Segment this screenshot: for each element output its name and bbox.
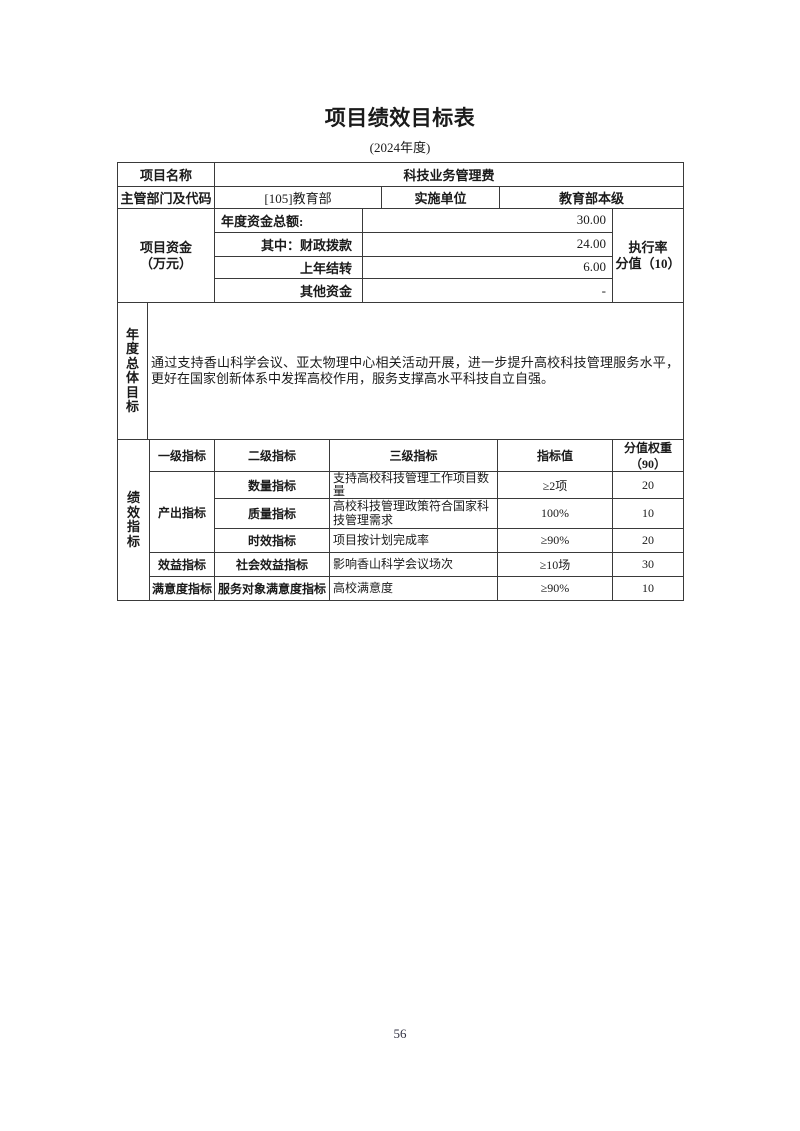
header-level2: 二级指标 [215, 440, 330, 471]
indicator-row-benefit: 效益指标 社会效益指标 影响香山科学会议场次 ≥10场 30 [150, 553, 683, 577]
performance-indicators-section: 绩效指标 一级指标 二级指标 三级指标 指标值 分值权重 （90） 产出指标 数… [118, 440, 683, 600]
timeliness-level3: 项目按计划完成率 [330, 529, 498, 552]
project-funding-label: 项目资金 （万元） [118, 209, 215, 302]
funding-row-other: 其他资金 - [215, 279, 613, 303]
indicator-row-timeliness: 时效指标 项目按计划完成率 ≥90% 20 [215, 529, 683, 552]
benefit-level1: 效益指标 [150, 553, 215, 576]
quality-level2: 质量指标 [215, 499, 330, 528]
indicator-row-quantity: 数量指标 支持高校科技管理工作项目数量 ≥2项 20 [215, 472, 683, 499]
funding-rows: 年度资金总额: 30.00 其中：财政拨款 24.00 上年结转 6.00 其他… [215, 209, 613, 303]
indicators-grid: 一级指标 二级指标 三级指标 指标值 分值权重 （90） 产出指标 数量指标 支… [150, 440, 683, 600]
timeliness-weight: 20 [642, 533, 654, 547]
page-number: 56 [393, 1026, 407, 1041]
header-value: 指标值 [498, 440, 613, 471]
funding-row-fiscal: 其中：财政拨款 24.00 [215, 232, 613, 257]
funding-other-label: 其他资金 [215, 279, 363, 303]
annual-goal-label: 年度总体目标 [118, 303, 148, 439]
funding-total-value: 30.00 [363, 209, 613, 232]
timeliness-value: ≥90% [498, 529, 613, 552]
funding-carryover-label: 上年结转 [215, 256, 363, 279]
output-group-label: 产出指标 [150, 472, 215, 552]
indicator-row-quality: 质量指标 高校科技管理政策符合国家科技管理需求 100% 10 [215, 499, 683, 529]
output-group-rows: 数量指标 支持高校科技管理工作项目数量 ≥2项 20 质量指标 高校科技管理政策… [215, 472, 683, 552]
benefit-weight: 30 [642, 557, 654, 571]
satisfaction-level2: 服务对象满意度指标 [215, 577, 330, 600]
satisfaction-level3: 高校满意度 [330, 577, 498, 600]
output-indicator-group: 产出指标 数量指标 支持高校科技管理工作项目数量 ≥2项 20 质量指标 高校科… [150, 472, 683, 553]
satisfaction-value: ≥90% [498, 577, 613, 600]
annual-goal-label-text: 年度总体目标 [125, 326, 139, 414]
benefit-level3: 影响香山科学会议场次 [330, 553, 498, 576]
funding-fiscal-label: 其中：财政拨款 [215, 232, 363, 256]
indicator-row-satisfaction: 满意度指标 服务对象满意度指标 高校满意度 ≥90% 10 [150, 577, 683, 600]
performance-indicators-label-text: 绩效指标 [126, 490, 140, 549]
page-subtitle: (2024年度) [369, 140, 431, 155]
indicators-header-row: 一级指标 二级指标 三级指标 指标值 分值权重 （90） [150, 440, 683, 472]
performance-target-table: 项目名称 科技业务管理费 主管部门及代码 [105]教育部 实施单位 教育部本级… [117, 162, 684, 601]
department-code-value: [105]教育部 [215, 187, 382, 208]
implementing-unit-value: 教育部本级 [558, 191, 624, 206]
project-name-row: 项目名称 科技业务管理费 [118, 163, 683, 187]
quality-level3: 高校科技管理政策符合国家科技管理需求 [330, 499, 498, 528]
quality-weight: 10 [642, 506, 654, 520]
annual-goal-section: 年度总体目标 通过支持香山科学会议、亚太物理中心相关活动开展，进一步提升高校科技… [118, 303, 683, 440]
benefit-level2: 社会效益指标 [215, 553, 330, 576]
implementing-unit-label: 实施单位 [382, 187, 500, 208]
page-title: 项目绩效目标表 [324, 106, 476, 130]
satisfaction-weight: 10 [642, 581, 654, 595]
project-name-value: 科技业务管理费 [403, 168, 495, 183]
annual-goal-text: 通过支持香山科学会议、亚太物理中心相关活动开展，进一步提升高校科技管理服务水平，… [151, 354, 679, 387]
funding-other-value: - [363, 279, 613, 303]
department-row: 主管部门及代码 [105]教育部 实施单位 教育部本级 [118, 187, 683, 209]
project-name-label: 项目名称 [118, 163, 215, 186]
header-weight: 分值权重 （90） [623, 440, 672, 471]
funding-carryover-value: 6.00 [363, 256, 613, 279]
funding-total-label: 年度资金总额: [215, 209, 363, 232]
quantity-level2: 数量指标 [215, 472, 330, 498]
satisfaction-level1: 满意度指标 [150, 577, 215, 600]
timeliness-level2: 时效指标 [215, 529, 330, 552]
funding-row-carryover: 上年结转 6.00 [215, 256, 613, 280]
funding-fiscal-value: 24.00 [363, 232, 613, 256]
execution-rate-score-label: 执行率 分值（10） [615, 239, 681, 271]
quantity-value: ≥2项 [498, 472, 613, 498]
project-funding-section: 项目资金 （万元） 年度资金总额: 30.00 其中：财政拨款 24.00 上年… [118, 209, 683, 303]
quantity-level3: 支持高校科技管理工作项目数量 [330, 472, 498, 498]
department-code-label: 主管部门及代码 [118, 187, 215, 208]
quantity-weight: 20 [642, 477, 654, 492]
benefit-value: ≥10场 [498, 553, 613, 576]
funding-row-total: 年度资金总额: 30.00 [215, 209, 613, 233]
header-level1: 一级指标 [150, 440, 215, 471]
performance-indicators-label: 绩效指标 [118, 440, 150, 600]
quality-value: 100% [498, 499, 613, 528]
header-level3: 三级指标 [330, 440, 498, 471]
